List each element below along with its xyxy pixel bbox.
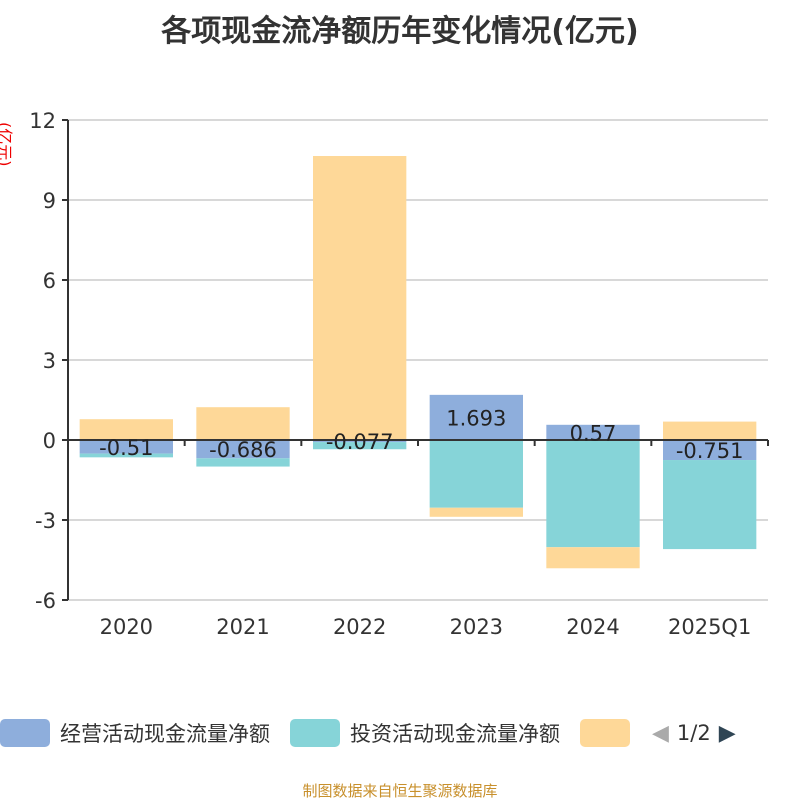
y-tick-label: 3: [43, 349, 56, 373]
bar-3: [663, 421, 757, 440]
bar-3: [429, 507, 523, 517]
data-label: -0.51: [99, 436, 153, 460]
data-label: 1.693: [446, 406, 506, 430]
y-tick-label: 12: [29, 109, 56, 133]
x-tick-label: 2022: [333, 615, 386, 639]
bar-1: [546, 424, 640, 440]
legend-item-third[interactable]: [580, 719, 630, 747]
legend-swatch: [0, 719, 50, 747]
x-tick-label: 2020: [100, 615, 153, 639]
prev-page-icon[interactable]: ◀: [652, 720, 669, 746]
x-tick-label: 2024: [566, 615, 619, 639]
legend: 经营活动现金流量净额 投资活动现金流量净额 ◀ 1/2 ▶: [0, 718, 736, 748]
data-label: -0.686: [209, 438, 277, 462]
y-tick-label: -3: [35, 509, 56, 533]
bar-3: [313, 156, 407, 440]
bar-2: [429, 440, 523, 508]
legend-item-operating[interactable]: 经营活动现金流量净额: [0, 718, 270, 748]
legend-page: 1/2: [676, 721, 711, 745]
legend-item-investing[interactable]: 投资活动现金流量净额: [290, 718, 560, 748]
chart-title: 各项现金流净额历年变化情况(亿元): [161, 14, 639, 49]
legend-swatch: [580, 719, 630, 747]
legend-pager: ◀ 1/2 ▶: [652, 721, 736, 746]
chart-plot: 12 9 6 3 0 -3 -6 2020 2021 2022 2023 2024 2025Q1 -0.5…: [29, 109, 769, 639]
y-tick-label: 9: [43, 189, 56, 213]
bar-1: [663, 440, 757, 461]
x-tick-label: 2025Q1: [668, 615, 751, 639]
bar-2: [196, 458, 290, 467]
bar-2: [546, 440, 640, 548]
bar-1: [313, 440, 407, 443]
y-tick-label: 6: [43, 269, 56, 293]
bar-3: [196, 407, 290, 440]
y-tick-label: 0: [43, 429, 56, 453]
data-label: -0.077: [326, 430, 394, 454]
bar-1: [79, 440, 173, 454]
legend-label: 投资活动现金流量净额: [350, 722, 560, 746]
bar-2: [79, 453, 173, 458]
bar-2: [313, 442, 407, 450]
bar-1: [429, 394, 523, 440]
bar-1: [196, 440, 290, 459]
data-label: -0.751: [676, 439, 744, 463]
bar-3: [546, 547, 640, 569]
legend-label: 经营活动现金流量净额: [60, 722, 270, 746]
next-page-icon[interactable]: ▶: [718, 720, 736, 746]
x-tick-label: 2021: [216, 615, 269, 639]
y-tick-label: -6: [35, 589, 56, 613]
footer-source: 制图数据来自恒生聚源数据库: [302, 782, 498, 800]
x-tick-label: 2023: [450, 615, 503, 639]
data-label: 0.57: [570, 421, 617, 445]
legend-swatch: [290, 719, 340, 747]
bar-3: [79, 419, 173, 440]
bar-2: [663, 460, 757, 550]
